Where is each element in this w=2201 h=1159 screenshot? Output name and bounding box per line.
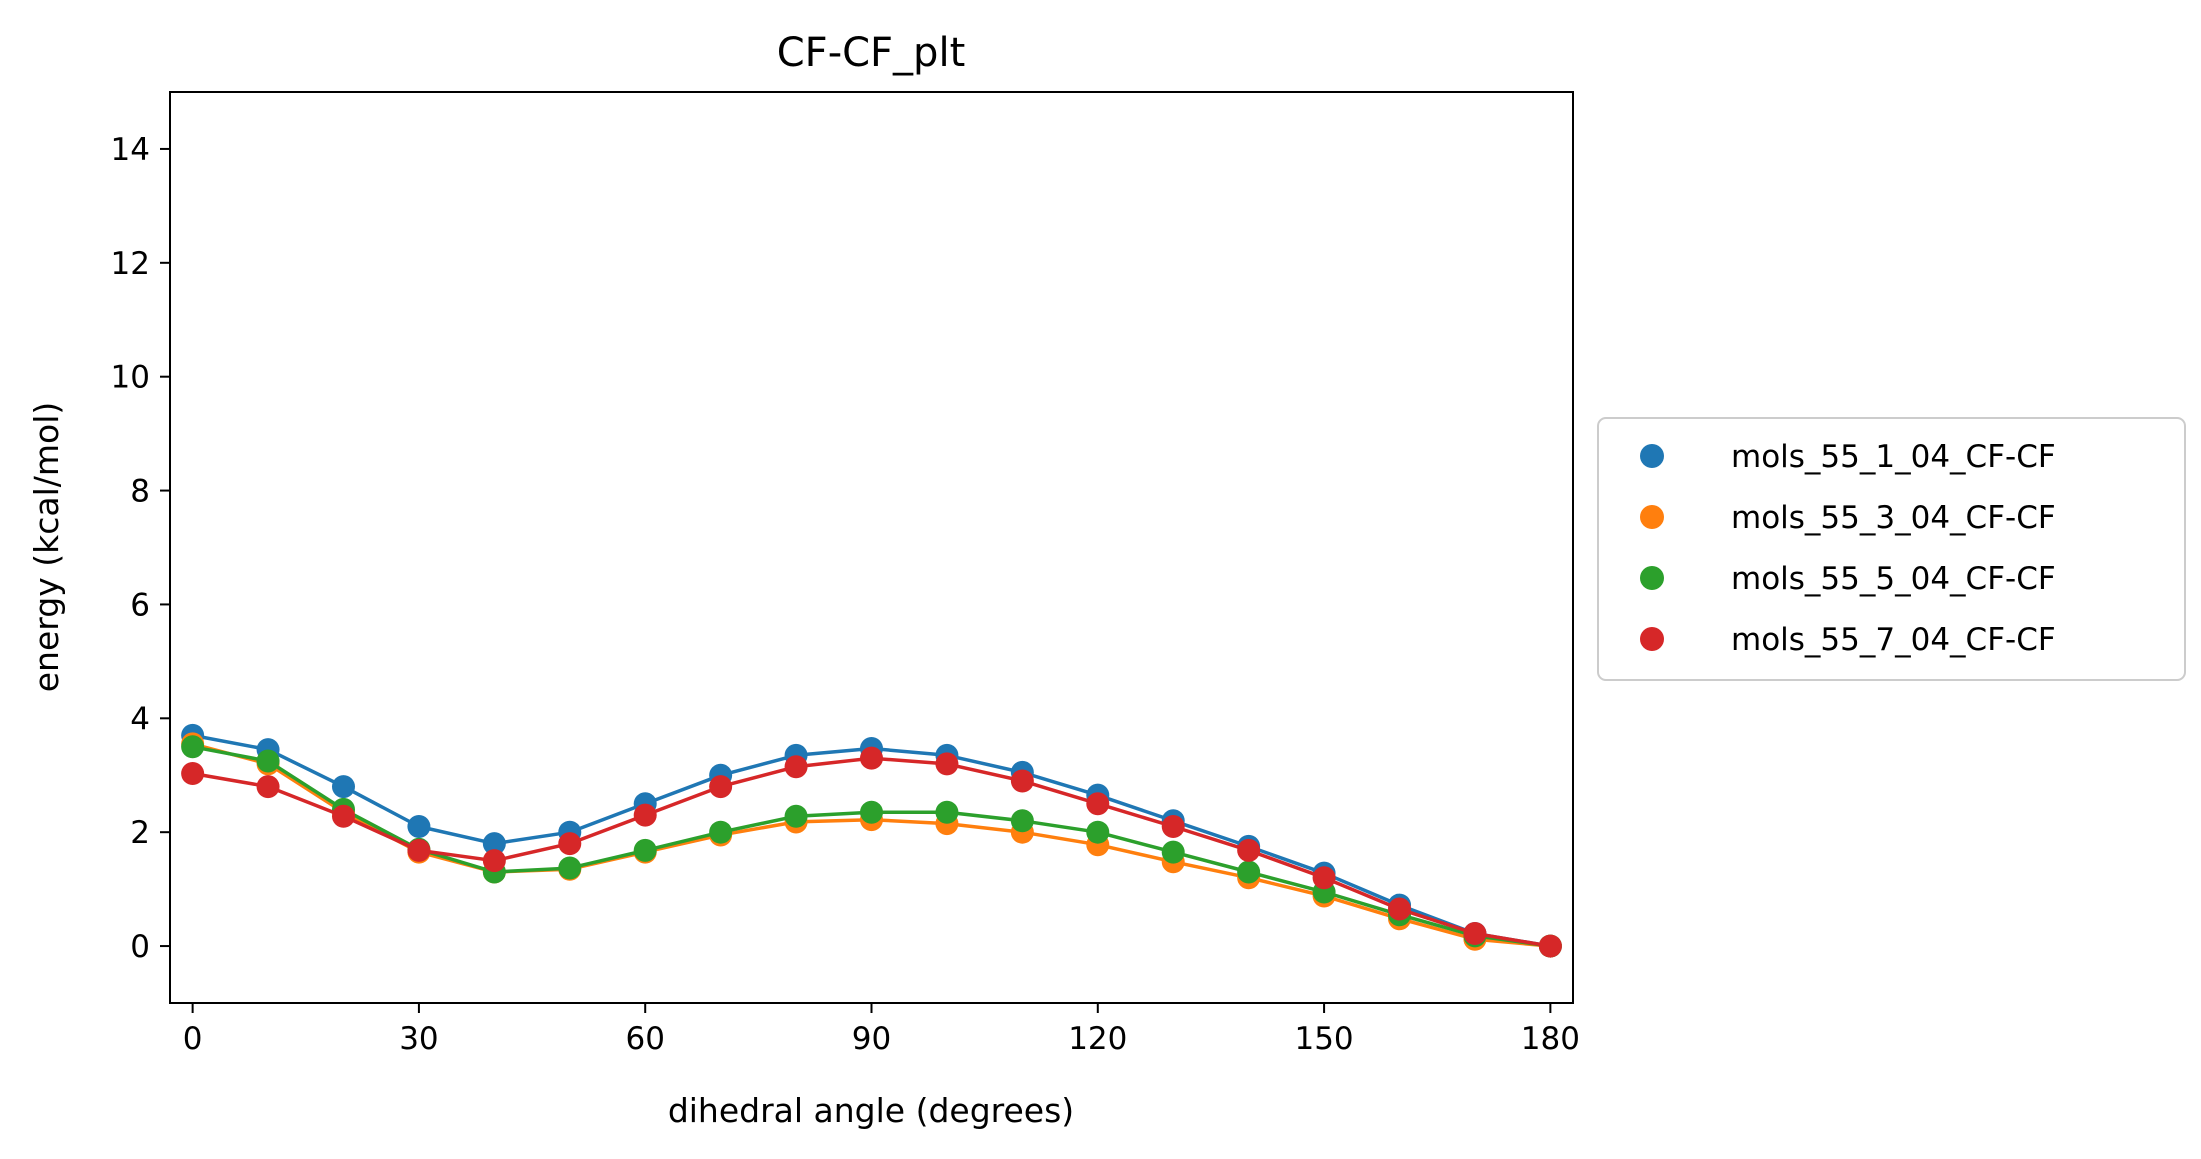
legend-label: mols_55_7_04_CF-CF: [1731, 622, 2056, 658]
data-point: [181, 762, 205, 786]
data-point: [709, 820, 733, 844]
data-point: [482, 849, 506, 873]
x-tick-label: 0: [183, 1021, 203, 1057]
data-point: [331, 804, 355, 828]
legend: mols_55_1_04_CF-CF mols_55_3_04_CF-CFmols…: [1597, 417, 2186, 681]
data-point: [407, 838, 431, 862]
x-tick-label: 60: [625, 1021, 664, 1057]
data-point: [1161, 814, 1185, 838]
legend-label: mols_55_1_04_CF-CF: [1731, 439, 2056, 475]
legend-marker: [1640, 627, 1664, 651]
data-point: [1237, 860, 1261, 884]
data-point: [784, 804, 808, 828]
data-point: [633, 838, 657, 862]
x-tick-label: 180: [1521, 1021, 1580, 1057]
data-point: [482, 832, 506, 856]
legend-marker: [1640, 505, 1664, 529]
data-point: [1086, 820, 1110, 844]
x-axis-label: dihedral angle (degrees): [668, 1091, 1074, 1130]
data-point: [860, 800, 883, 824]
data-point: [331, 775, 355, 799]
legend-marker: [1640, 566, 1664, 590]
data-point: [1538, 934, 1562, 958]
x-tick-label: 150: [1294, 1021, 1353, 1057]
data-point: [1463, 922, 1487, 946]
series-layer: [181, 723, 1562, 958]
data-point: [256, 749, 280, 773]
x-tick-label: 120: [1068, 1021, 1127, 1057]
series-group: [181, 746, 1562, 958]
data-point: [1237, 838, 1261, 862]
data-point: [935, 800, 959, 824]
x-tick-label: 90: [852, 1021, 891, 1057]
data-point: [860, 746, 883, 770]
y-tick-label: 12: [111, 246, 150, 282]
data-point: [935, 752, 959, 776]
data-point: [558, 856, 582, 880]
y-tick-label: 2: [130, 815, 150, 851]
y-tick-label: 0: [130, 929, 150, 965]
data-point: [407, 814, 431, 838]
y-tick-label: 6: [130, 587, 150, 623]
y-tick-label: 8: [130, 474, 150, 510]
data-point: [633, 803, 657, 827]
y-axis-label: energy (kcal/mol): [27, 402, 66, 693]
data-point: [709, 775, 733, 799]
legend-marker: [1640, 444, 1664, 468]
legend-label: mols_55_5_04_CF-CF: [1731, 561, 2056, 597]
data-point: [181, 735, 205, 759]
data-point: [784, 755, 808, 779]
legend-label: mols_55_3_04_CF-CF: [1731, 500, 2056, 536]
data-point: [1010, 769, 1034, 793]
y-tick-label: 14: [111, 132, 150, 168]
ticks-layer: 0 30 60 90 120 150 180 0 2 4 6 8 10 12 14: [111, 132, 1580, 1057]
data-point: [256, 775, 280, 799]
y-tick-label: 10: [111, 360, 150, 396]
y-tick-label: 4: [130, 701, 150, 737]
data-point: [1086, 792, 1110, 816]
data-point: [1010, 809, 1034, 833]
legend-box: [1597, 417, 2186, 681]
plot-area-frame: [169, 91, 1574, 1004]
data-point: [558, 832, 582, 856]
data-point: [1388, 897, 1412, 921]
x-tick-label: 30: [399, 1021, 438, 1057]
chart-title: CF-CF_plt: [777, 30, 966, 76]
data-point: [1161, 840, 1185, 864]
data-point: [1312, 866, 1336, 890]
